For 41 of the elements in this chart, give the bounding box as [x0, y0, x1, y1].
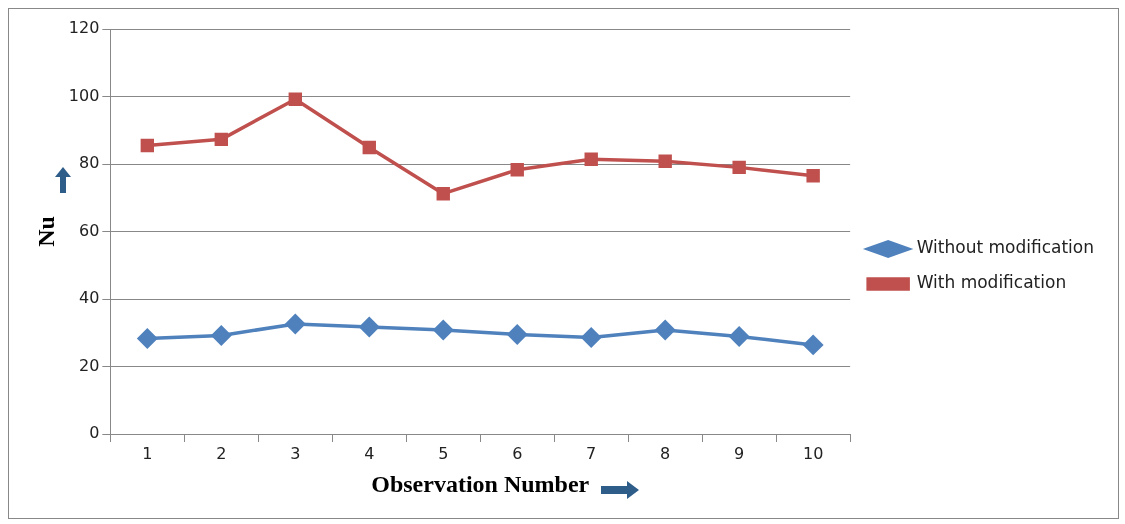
- y-tick-label: 80: [78, 153, 100, 173]
- point: [510, 163, 524, 177]
- point: [803, 335, 823, 355]
- x-tick-label: 8: [660, 443, 671, 463]
- point: [584, 152, 598, 166]
- legend-label: With modification: [916, 272, 1067, 293]
- y-tick-label: 100: [68, 85, 100, 105]
- point: [214, 132, 229, 147]
- y-tick-label: 40: [78, 288, 100, 308]
- y-tick-label: 0: [89, 423, 100, 443]
- x-tick-label: 1: [142, 443, 153, 463]
- y-axis-title: Nu: [32, 216, 59, 247]
- x-tick-label: 6: [512, 443, 523, 463]
- x-tick-label: 7: [586, 443, 597, 463]
- legend-label: Without modification: [916, 237, 1094, 258]
- point: [288, 92, 302, 106]
- point: [436, 187, 450, 201]
- y-tick-label: 120: [68, 18, 100, 38]
- point: [581, 327, 601, 348]
- point: [729, 326, 749, 347]
- point: [140, 138, 155, 153]
- y-tick-label: 20: [78, 355, 100, 375]
- x-tick-label: 9: [734, 443, 745, 463]
- x-tick-label: 10: [802, 443, 824, 463]
- point: [285, 314, 306, 334]
- x-tick-label: 3: [290, 443, 301, 463]
- y-tick-label: 60: [78, 220, 100, 240]
- point: [211, 325, 232, 346]
- point: [655, 320, 675, 340]
- point: [658, 154, 672, 168]
- point: [806, 169, 820, 183]
- x-tick-label: 5: [438, 443, 449, 463]
- point: [137, 328, 158, 349]
- x-tick-label: 2: [216, 443, 227, 463]
- point: [732, 160, 746, 175]
- point: [359, 317, 380, 337]
- x-axis-title: Observation Number: [371, 470, 590, 497]
- point: [507, 324, 527, 345]
- point: [362, 140, 376, 155]
- point: [433, 320, 453, 340]
- x-tick-label: 4: [364, 443, 375, 463]
